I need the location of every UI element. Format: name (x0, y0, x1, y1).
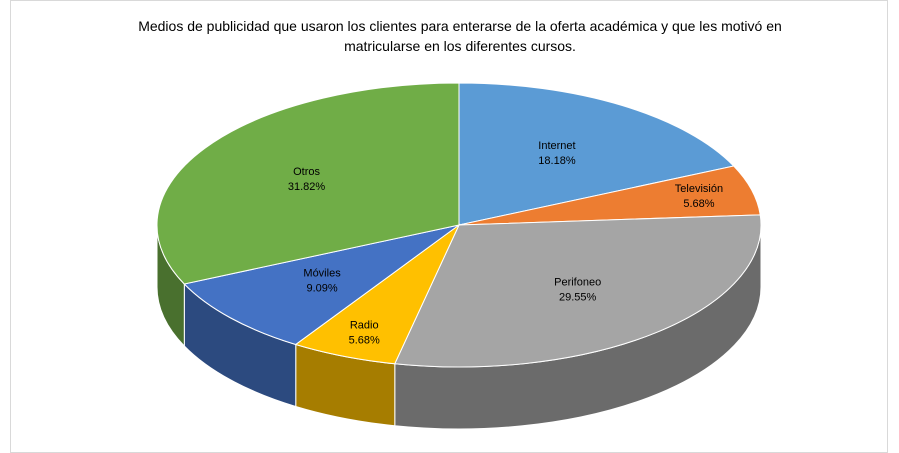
slice-value-label: 5.68% (349, 334, 380, 346)
slice (183, 224, 460, 346)
slice-value-label: 29.55% (559, 291, 597, 303)
slice-label: Perifoneo (554, 276, 601, 288)
slice-label: Internet (538, 140, 575, 152)
slice-label: Televisión (675, 183, 723, 195)
slice (156, 82, 460, 285)
slice (394, 214, 762, 368)
slice (458, 82, 735, 226)
slice-value-label: 5.68% (683, 198, 714, 210)
slice-value-label: 31.82% (288, 181, 326, 193)
slice-label: Otros (293, 166, 320, 178)
slice-value-label: 18.18% (538, 155, 576, 167)
slice-label: Radio (350, 319, 379, 331)
slice-label: Móviles (303, 268, 341, 280)
slice-value-label: 9.09% (306, 283, 337, 295)
chart-title: Medios de publicidad que usaron los clie… (138, 18, 782, 54)
